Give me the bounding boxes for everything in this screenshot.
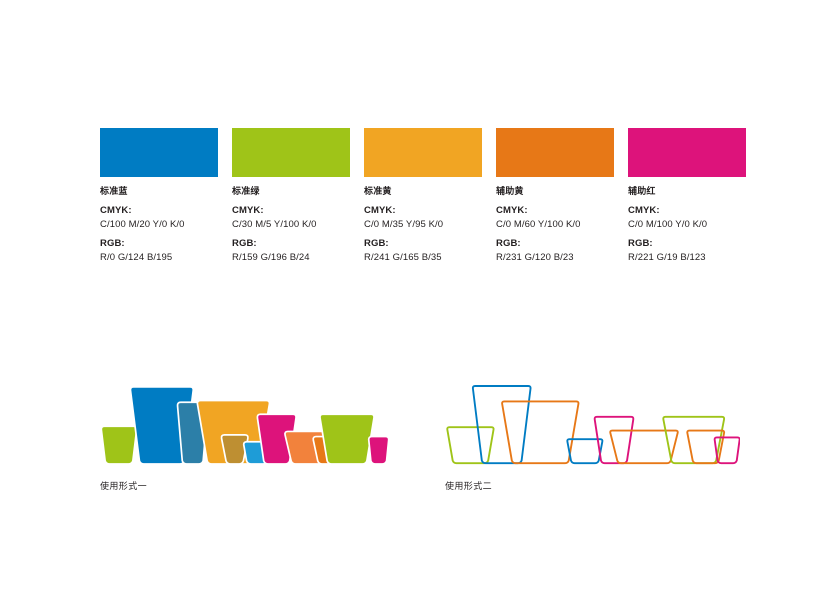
color-chip[interactable] xyxy=(232,128,350,177)
logo-shape-cup xyxy=(713,436,740,465)
cmyk-value: C/30 M/5 Y/100 K/0 xyxy=(232,219,317,230)
color-swatch-standard-green[interactable]: 标准绿 CMYK: C/30 M/5 Y/100 K/0 RGB: R/159 … xyxy=(232,128,359,278)
cmyk-label: CMYK: xyxy=(496,205,528,216)
color-chip[interactable] xyxy=(100,128,218,177)
logo-shape-cup xyxy=(501,400,580,465)
cmyk-value: C/0 M/60 Y/100 K/0 xyxy=(496,219,581,230)
rgb-value: R/221 G/19 B/123 xyxy=(628,252,706,263)
color-name-label: 标准绿 xyxy=(232,186,260,196)
rgb-label: RGB: xyxy=(496,238,521,249)
logo-caption: 使用形式二 xyxy=(445,481,493,491)
cmyk-label: CMYK: xyxy=(232,205,264,216)
cmyk-label: CMYK: xyxy=(100,205,132,216)
logo-usage-form-two: 使用形式二 xyxy=(440,372,750,497)
logo-shape-cup xyxy=(566,438,604,465)
rgb-value: R/231 G/120 B/23 xyxy=(496,252,574,263)
color-swatch-auxiliary-red[interactable]: 辅助红 CMYK: C/0 M/100 Y/0 K/0 RGB: R/221 G… xyxy=(628,128,755,278)
rgb-label: RGB: xyxy=(232,238,257,249)
color-swatch-auxiliary-yellow[interactable]: 辅助黄 CMYK: C/0 M/60 Y/100 K/0 RGB: R/231 … xyxy=(496,128,623,278)
cmyk-label: CMYK: xyxy=(628,205,660,216)
color-palette-row: 标准蓝 CMYK: C/100 M/20 Y/0 K/0 RGB: R/0 G/… xyxy=(100,128,800,278)
rgb-value: R/0 G/124 B/195 xyxy=(100,252,173,263)
logo-caption: 使用形式一 xyxy=(100,481,148,491)
color-chip[interactable] xyxy=(628,128,746,177)
color-chip[interactable] xyxy=(364,128,482,177)
logo-shape-cup xyxy=(102,427,136,464)
color-name-label: 标准黄 xyxy=(364,186,392,196)
logo-shape-cup xyxy=(686,429,726,465)
color-swatch-standard-blue[interactable]: 标准蓝 CMYK: C/100 M/20 Y/0 K/0 RGB: R/0 G/… xyxy=(100,128,227,278)
rgb-label: RGB: xyxy=(364,238,389,249)
logo-usage-form-one: 使用形式一 xyxy=(95,372,405,497)
cmyk-value: C/0 M/100 Y/0 K/0 xyxy=(628,219,708,230)
logo-shape-cup xyxy=(320,415,374,464)
logo-shape-cup xyxy=(609,429,679,465)
rgb-label: RGB: xyxy=(100,238,125,249)
logo-shape-cup xyxy=(369,437,388,464)
cmyk-value: C/0 M/35 Y/95 K/0 xyxy=(364,219,444,230)
logo-shape-cup xyxy=(471,385,532,465)
color-chip[interactable] xyxy=(496,128,614,177)
rgb-label: RGB: xyxy=(628,238,653,249)
logo-artwork-filled xyxy=(100,386,390,465)
color-swatch-standard-yellow[interactable]: 标准黄 CMYK: C/0 M/35 Y/95 K/0 RGB: R/241 G… xyxy=(364,128,491,278)
cmyk-value: C/100 M/20 Y/0 K/0 xyxy=(100,219,185,230)
rgb-value: R/241 G/165 B/35 xyxy=(364,252,442,263)
logo-artwork-outline xyxy=(446,385,740,465)
logo-shape-cup xyxy=(222,435,248,464)
rgb-value: R/159 G/196 B/24 xyxy=(232,252,310,263)
color-name-label: 辅助黄 xyxy=(496,186,524,196)
color-name-label: 辅助红 xyxy=(628,186,656,196)
logo-shape-cup xyxy=(258,415,296,464)
cmyk-label: CMYK: xyxy=(364,205,396,216)
logo-shape-cup xyxy=(446,426,495,465)
color-name-label: 标准蓝 xyxy=(100,186,128,196)
